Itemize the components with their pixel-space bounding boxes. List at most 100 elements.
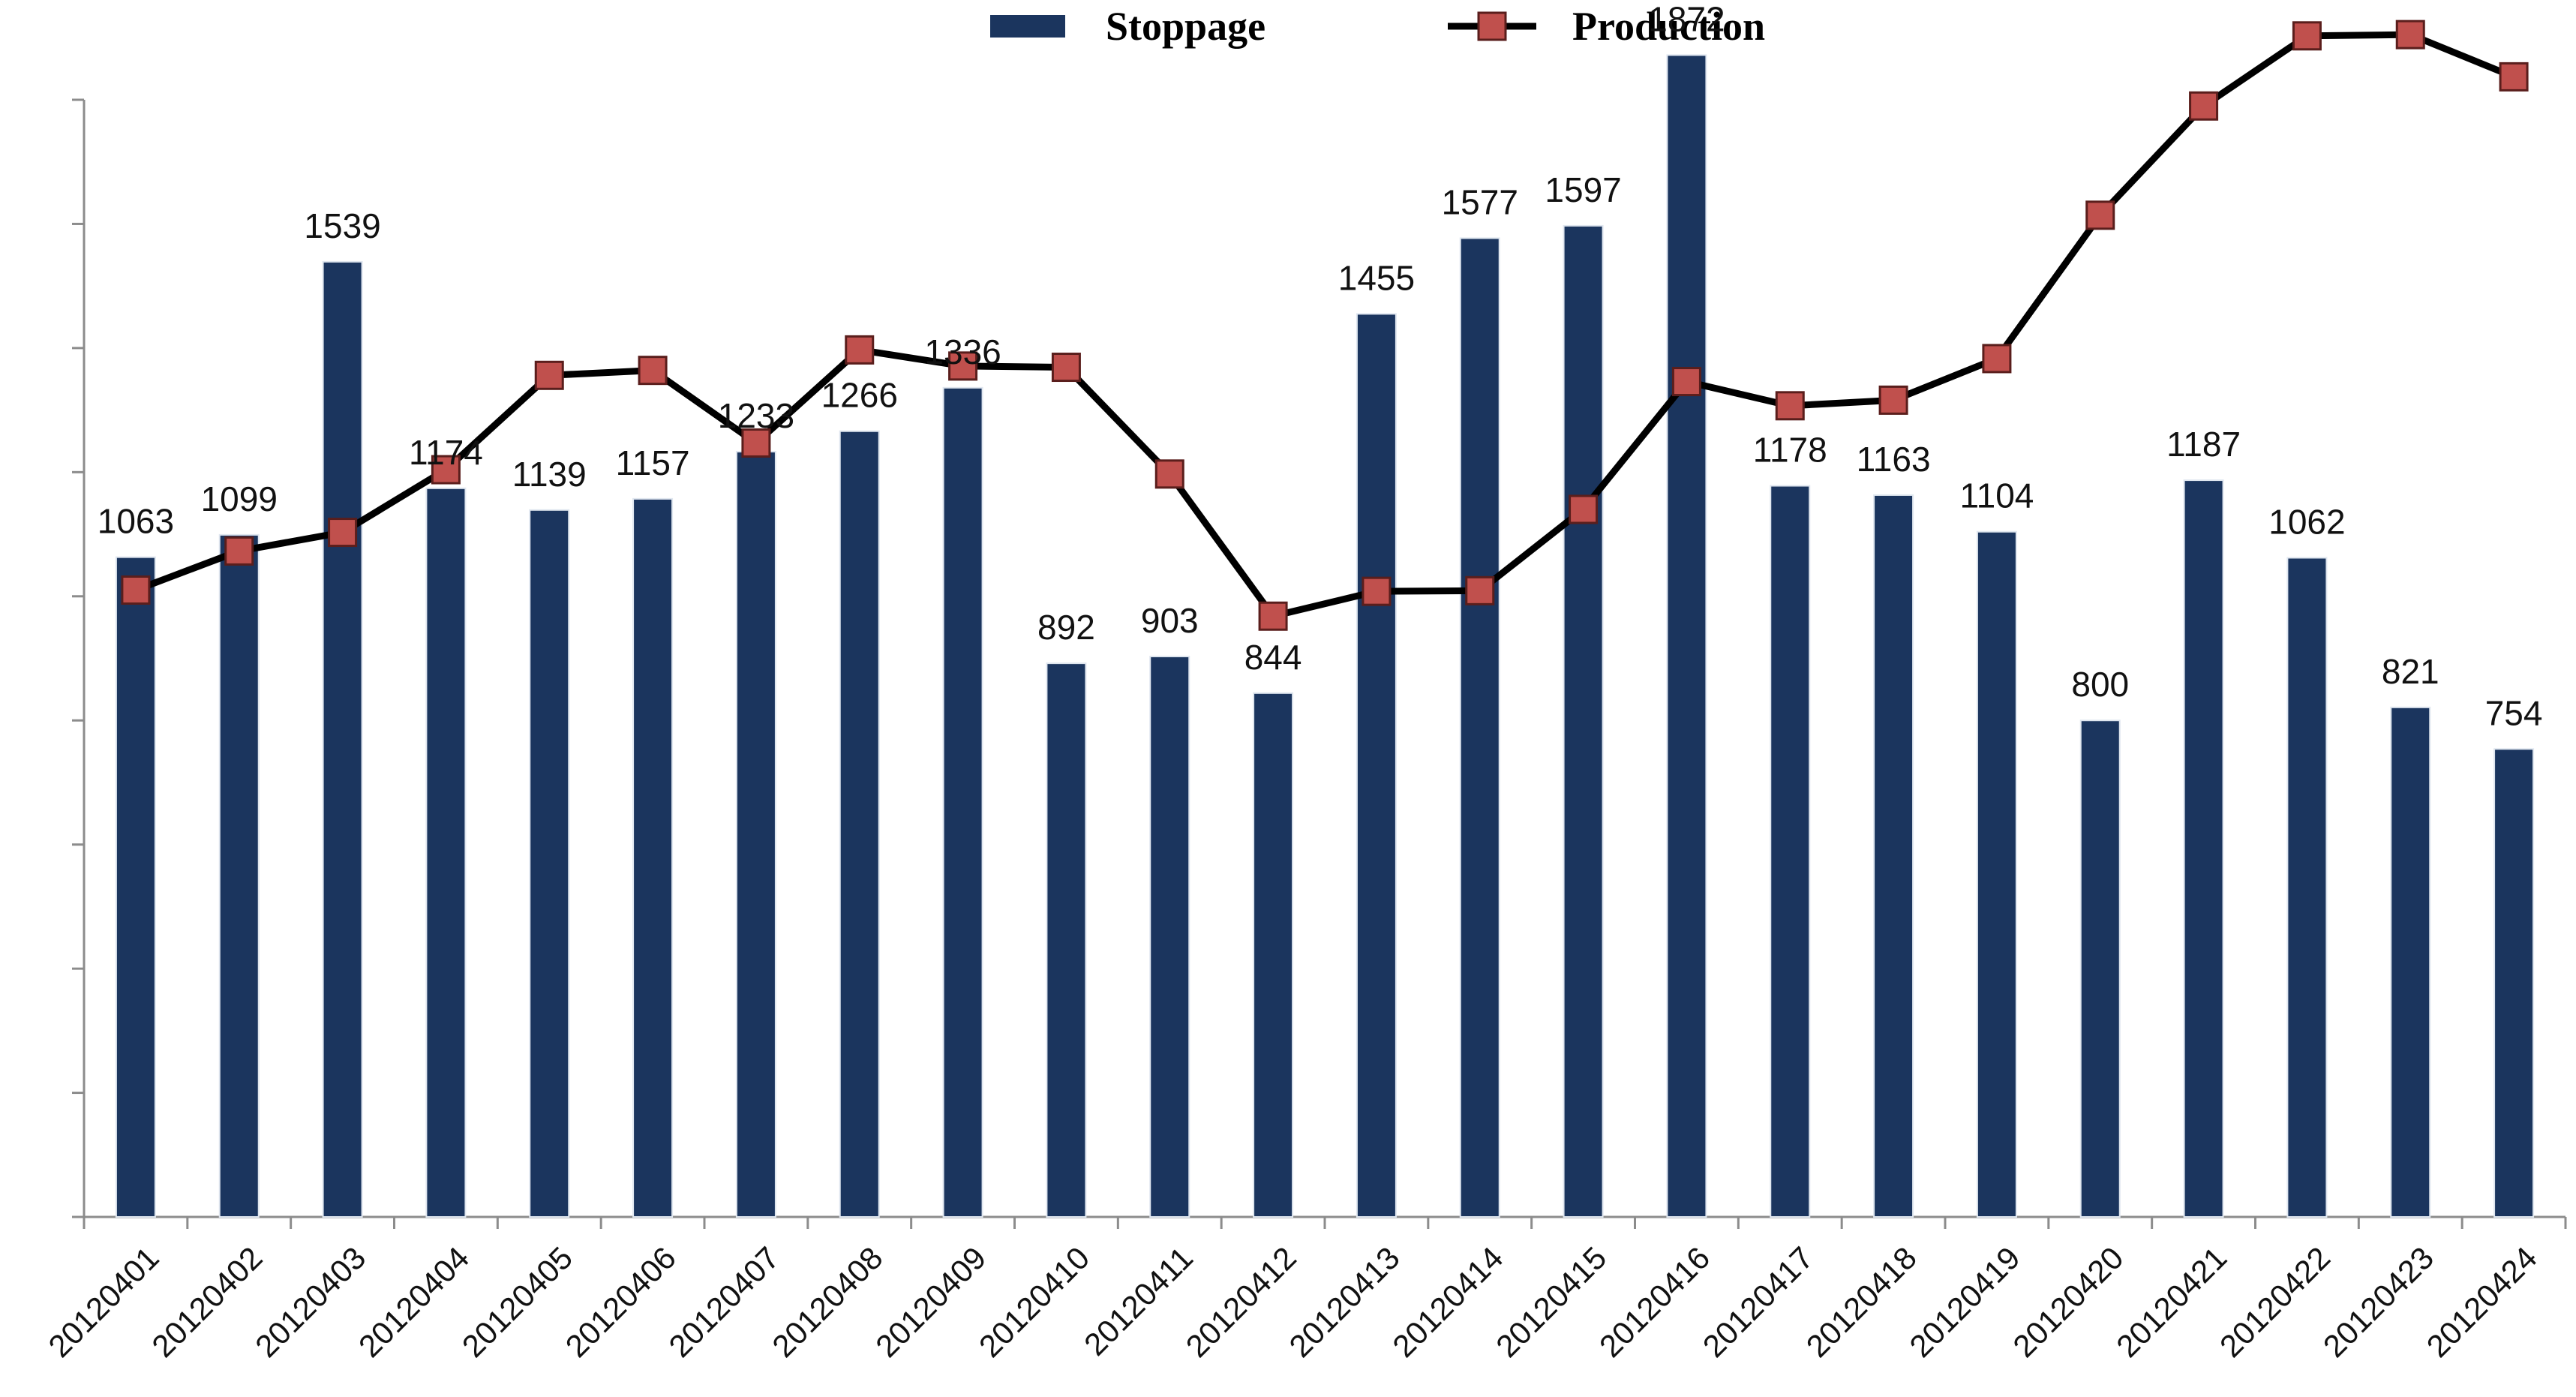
stoppage-bar (1459, 237, 1500, 1218)
x-tick-label: 20120415 (1489, 1240, 1613, 1364)
y-axis-ticks (72, 98, 84, 1218)
stoppage-bar (1666, 54, 1707, 1218)
stoppage-bar (632, 497, 674, 1218)
x-tick-label: 20120411 (1077, 1240, 1199, 1362)
stoppage-value-label: 1266 (821, 376, 898, 415)
legend: Stoppage Production (990, 4, 1765, 49)
production-marker (1775, 391, 1805, 421)
stoppage-bar (1976, 530, 2017, 1218)
stoppage-value-label: 1174 (409, 433, 483, 472)
production-marker (1258, 601, 1288, 631)
stoppage-value-label: 1872 (1648, 0, 1725, 38)
production-marker (2395, 20, 2425, 50)
stoppage-bar (529, 509, 570, 1218)
legend-label-production: Production (1572, 4, 1765, 49)
x-tick-label: 20120402 (145, 1240, 269, 1364)
stoppage-bar (1149, 656, 1190, 1218)
production-marker (948, 351, 978, 381)
stoppage-value-label: 1157 (616, 443, 690, 482)
stoppage-bar (839, 430, 880, 1218)
production-marker (2292, 21, 2322, 51)
x-tick-label: 20120424 (2420, 1240, 2544, 1364)
production-marker (2085, 200, 2115, 230)
x-tick-label: 20120409 (869, 1240, 992, 1364)
production-marker (328, 518, 358, 548)
production-marker (845, 335, 875, 365)
stoppage-value-label: 892 (1037, 608, 1095, 647)
stoppage-value-label: 1187 (2166, 425, 2241, 464)
x-tick-label: 20120418 (1800, 1240, 1923, 1364)
stoppage-value-label: 1233 (718, 396, 794, 435)
production-line (134, 31, 2515, 620)
x-tick-label: 20120410 (972, 1240, 1096, 1364)
stoppage-bar (1253, 692, 1294, 1218)
legend-swatch-stoppage (990, 15, 1065, 38)
stoppage-value-label: 800 (2071, 665, 2129, 704)
stoppage-bar (735, 451, 776, 1218)
stoppage-value-label: 1336 (924, 332, 1001, 371)
x-axis-tick-labels: 2012040120120402201204032012040420120405… (41, 1240, 2544, 1364)
stoppage-value-label: 1104 (1959, 476, 2034, 515)
x-tick-label: 20120416 (1593, 1240, 1716, 1364)
production-marker (1154, 459, 1184, 489)
stoppage-value-label: 821 (2382, 652, 2439, 691)
production-marker (2499, 62, 2529, 92)
stoppage-bar (115, 556, 156, 1218)
x-tick-label: 20120419 (1902, 1240, 2026, 1364)
stoppage-value-label: 1139 (512, 455, 587, 494)
stoppage-value-labels: 1063 1099 1539 1174 1139 1157 1233 1266 1336 892 9… (98, 0, 2543, 732)
stoppage-value-label: 1539 (304, 206, 380, 245)
x-tick-label: 20120408 (765, 1240, 889, 1364)
stoppage-bar (2286, 557, 2328, 1218)
x-tick-label: 20120403 (248, 1240, 372, 1364)
x-tick-label: 20120406 (559, 1240, 683, 1364)
stoppage-bar (218, 533, 260, 1218)
stoppage-value-label: 754 (2485, 693, 2543, 732)
x-tick-label: 20120414 (1386, 1240, 1509, 1364)
production-marker (431, 455, 461, 485)
stoppage-bar (2390, 706, 2431, 1218)
stoppage-value-label: 1099 (201, 479, 278, 518)
x-tick-label: 20120417 (1696, 1240, 1820, 1364)
stoppage-bar (2183, 479, 2224, 1218)
x-tick-label: 20120423 (2316, 1240, 2440, 1364)
x-tick-label: 20120401 (41, 1240, 165, 1364)
production-marker (1671, 367, 1701, 397)
production-marker (1051, 353, 1081, 383)
production-marker (534, 360, 564, 390)
legend-label-stoppage: Stoppage (1106, 4, 1265, 49)
production-marker (1569, 494, 1599, 524)
x-tick-label: 20120404 (352, 1240, 476, 1364)
stoppage-bar (1046, 662, 1087, 1218)
stoppage-value-label: 844 (1244, 638, 1302, 677)
x-tick-label: 20120405 (455, 1240, 579, 1364)
stoppage-bar (2079, 720, 2121, 1218)
production-marker (121, 575, 151, 605)
production-marker (638, 356, 668, 386)
stoppage-value-label: 903 (1141, 601, 1199, 640)
stoppage-bars (115, 54, 2535, 1218)
legend-marker-production (1477, 11, 1507, 41)
stoppage-bar (1563, 224, 1604, 1218)
stoppage-value-label: 1597 (1545, 170, 1621, 209)
x-tick-label: 20120421 (2109, 1240, 2233, 1364)
production-marker (1878, 385, 1908, 415)
stoppage-value-label: 1178 (1753, 431, 1827, 470)
stoppage-bar (942, 386, 983, 1218)
stoppage-bar (1356, 313, 1397, 1218)
production-marker (1362, 576, 1392, 606)
stoppage-bar (1770, 485, 1811, 1218)
production-marker (1465, 575, 1495, 605)
stoppage-bar (2493, 748, 2535, 1218)
production-marker (224, 536, 254, 566)
production-marker (2189, 91, 2219, 121)
stoppage-value-label: 1063 (98, 502, 174, 541)
x-tick-label: 20120420 (2006, 1240, 2130, 1364)
x-tick-label: 20120422 (2213, 1240, 2337, 1364)
stoppage-value-label: 1455 (1338, 258, 1415, 297)
stoppage-value-label: 1577 (1442, 182, 1518, 221)
production-line-series (121, 20, 2529, 631)
stoppage-bar (1873, 494, 1914, 1218)
x-axis-ticks (83, 1217, 2567, 1229)
